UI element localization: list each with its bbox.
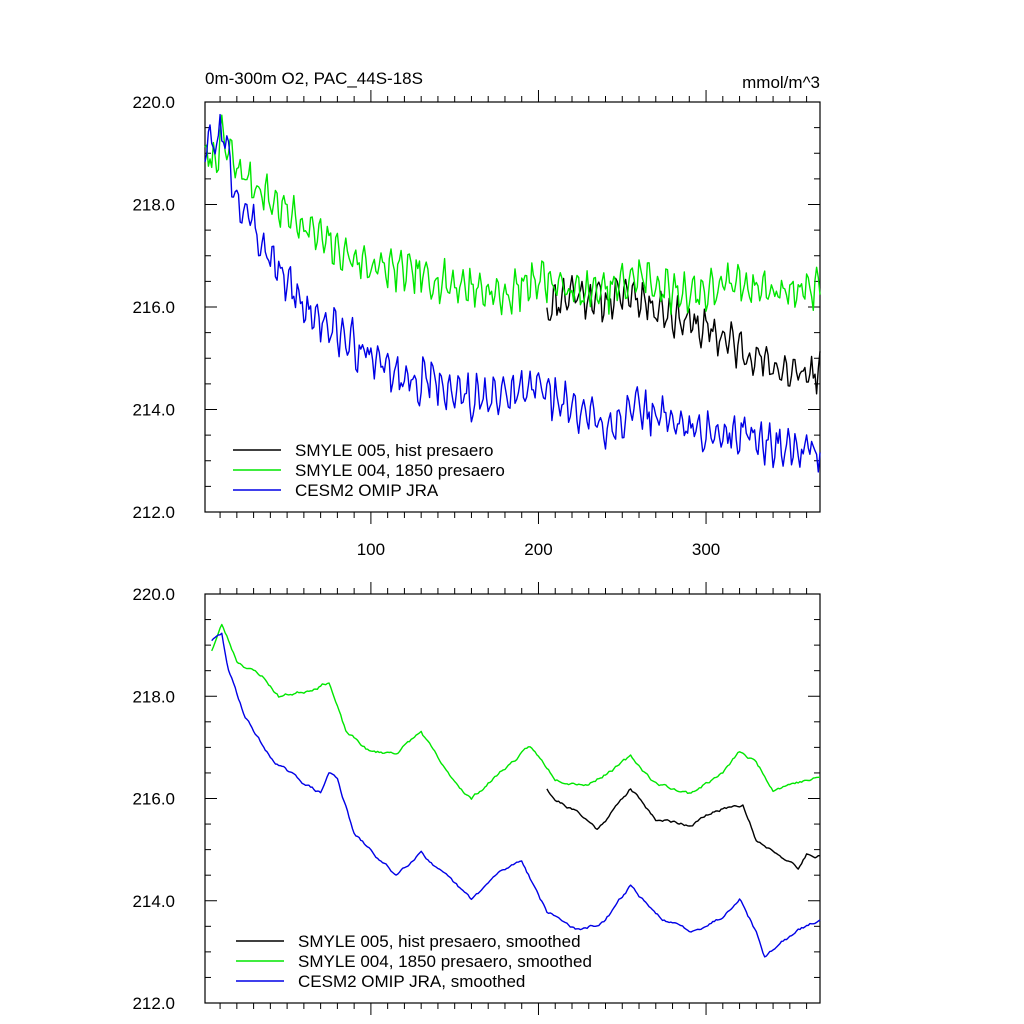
x-tick-label: 200 [524, 540, 552, 559]
y-tick-label: 218.0 [132, 196, 175, 215]
y-tick-label: 220.0 [132, 585, 175, 604]
y-tick-label: 212.0 [132, 994, 175, 1013]
series-line-3 [211, 632, 821, 958]
x-tick-label: 300 [692, 540, 720, 559]
units-label: mmol/m^3 [742, 73, 820, 92]
legend-label: SMYLE 005, hist presaero [295, 441, 493, 460]
series-line-3 [204, 113, 821, 473]
legend-label: SMYLE 004, 1850 presaero [295, 461, 505, 480]
series-line-1 [546, 788, 820, 870]
y-tick-label: 214.0 [132, 401, 175, 420]
y-tick-label: 220.0 [132, 93, 175, 112]
series-line-1 [546, 275, 821, 395]
legend-label: SMYLE 004, 1850 presaero, smoothed [298, 952, 592, 971]
y-tick-label: 216.0 [132, 298, 175, 317]
legend-label: CESM2 OMIP JRA [295, 481, 439, 500]
y-tick-label: 214.0 [132, 892, 175, 911]
series-line-2 [204, 114, 821, 316]
bottom-panel: 212.0 214.0 216.0 218.0 220.0 SMYLE 005, hist… [132, 582, 821, 1015]
top-panel: 212.0 214.0 216.0 218.0 220.0 100 200 300 SMYLE … [132, 90, 821, 559]
legend-label: SMYLE 005, hist presaero, smoothed [298, 932, 581, 951]
y-tick-label: 218.0 [132, 687, 175, 706]
y-tick-label: 212.0 [132, 503, 175, 522]
legend-label: CESM2 OMIP JRA, smoothed [298, 972, 525, 991]
figure-title: 0m-300m O2, PAC_44S-18S [205, 69, 423, 88]
y-tick-label: 216.0 [132, 790, 175, 809]
x-tick-label: 100 [357, 540, 385, 559]
series-line-2 [211, 623, 820, 800]
